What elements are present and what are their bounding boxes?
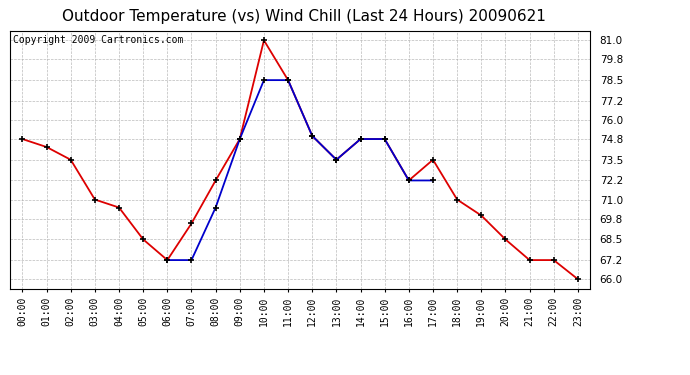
Text: Copyright 2009 Cartronics.com: Copyright 2009 Cartronics.com: [13, 34, 184, 45]
Text: Outdoor Temperature (vs) Wind Chill (Last 24 Hours) 20090621: Outdoor Temperature (vs) Wind Chill (Las…: [61, 9, 546, 24]
